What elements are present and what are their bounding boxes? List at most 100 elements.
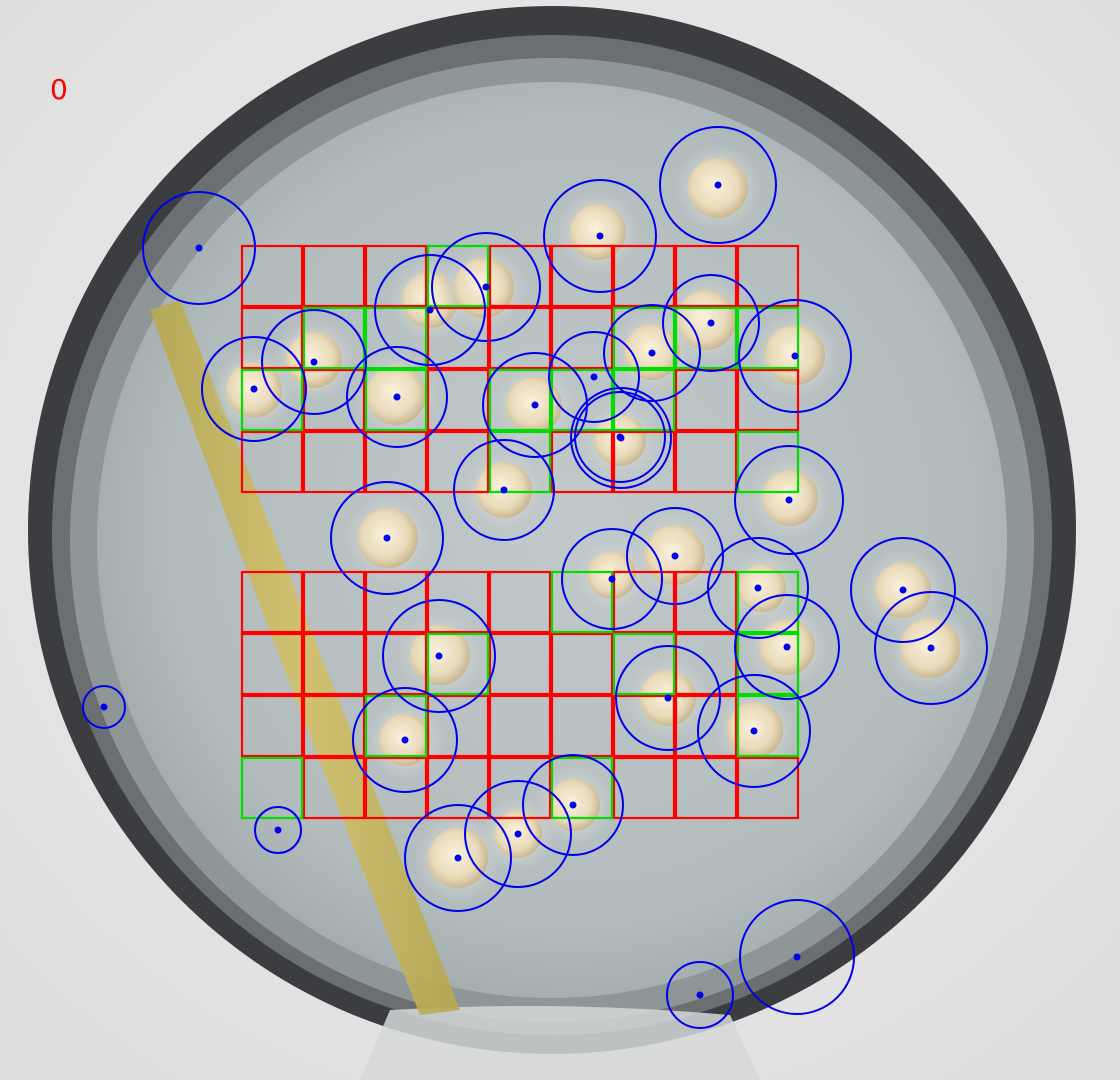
detection-marker [382,599,496,713]
detection-center-dot [250,385,258,393]
detection-center-dot [401,736,409,744]
detection-center-dot [393,393,401,401]
detection-circle [666,961,734,1029]
detection-center-dot [671,552,679,560]
detection-center-dot [616,433,624,441]
detection-circle [330,481,444,595]
grid-cell-empty [240,694,304,758]
grid-cell-empty [240,244,304,308]
detection-center-dot [791,352,799,360]
grid-cell-empty [488,570,552,634]
detection-marker [874,591,988,705]
grid-cell-colony [612,306,676,370]
detection-circle [603,304,701,402]
detection-center-dot [648,349,656,357]
detection-marker [352,687,458,793]
detection-center-dot [435,652,443,660]
detection-marker [603,304,701,402]
grid-cell-colony [550,570,614,634]
grid-cell-empty [488,306,552,370]
grid-cell-colony [240,756,304,820]
detection-marker [431,232,541,342]
frame-counter-label: 0 [50,73,68,106]
grid-cell-empty [550,430,614,494]
detection-layer [82,126,988,1029]
detection-marker [707,537,809,639]
detection-circle [874,591,988,705]
grid-cell-empty [240,632,304,696]
detection-circle [615,645,721,751]
grid-cell-empty [674,694,738,758]
grid-cell-empty [612,694,676,758]
detection-marker [739,899,855,1015]
grid-cell-empty [674,244,738,308]
detection-center-dot [596,232,604,240]
detection-circle [707,537,809,639]
detection-marker [261,309,367,415]
grid-cell-empty [426,430,490,494]
grid-cell-empty [302,694,366,758]
grid-cell-empty [302,244,366,308]
grid-cell-empty [302,570,366,634]
detection-circle [570,387,672,489]
grid-cell-empty [736,368,800,432]
detection-marker [346,346,448,448]
detection-marker [659,126,777,244]
detection-center-dot [482,283,490,291]
grid-cell-empty [550,244,614,308]
detection-center-dot [514,830,522,838]
grid-cell-colony [612,632,676,696]
detection-marker [697,674,811,788]
grid-cell-empty [364,430,428,494]
grid-cell-empty [674,632,738,696]
grid-cell-empty [364,244,428,308]
grid-cell-empty [550,632,614,696]
grid-cell-empty [488,694,552,758]
detection-circle [659,126,777,244]
detection-circle [626,507,724,605]
detection-center-dot [750,727,758,735]
detection-circle [734,594,840,700]
detection-center-dot [454,854,462,862]
detection-circle [662,274,760,372]
grid-cell-empty [674,756,738,820]
detection-marker [82,685,126,729]
detection-marker [615,645,721,751]
detection-marker [404,804,512,912]
detection-center-dot [195,244,203,252]
detection-center-dot [383,534,391,542]
detection-center-dot [754,584,762,592]
colony [556,190,640,274]
detection-circle [404,804,512,912]
grid-cell-empty [426,694,490,758]
detection-marker [142,191,256,305]
detection-circle [464,780,572,888]
grid-cell-empty [426,756,490,820]
grid-cell-colony [364,306,428,370]
detection-circle [382,599,496,713]
detection-marker [548,331,640,423]
detection-center-dot [714,181,722,189]
detection-center-dot [664,694,672,702]
detection-center-dot [426,306,434,314]
detection-marker [522,754,624,856]
grid-cell-empty [302,756,366,820]
detection-marker [254,806,302,854]
detection-marker [626,507,724,605]
detection-marker [543,179,657,293]
detection-center-dot [274,826,282,834]
grid-cell-empty [674,570,738,634]
grid-cell-empty [612,430,676,494]
detection-circle [697,674,811,788]
grid-cell-colony [550,756,614,820]
detection-marker [666,961,734,1029]
detection-circle [574,391,666,483]
detection-circle [254,806,302,854]
grid-cell-empty [302,632,366,696]
detection-circle [453,439,555,541]
lower-grid [240,570,800,820]
detection-circle [561,528,663,630]
grid-cell-empty [302,430,366,494]
grid-cell-colony [364,368,428,432]
